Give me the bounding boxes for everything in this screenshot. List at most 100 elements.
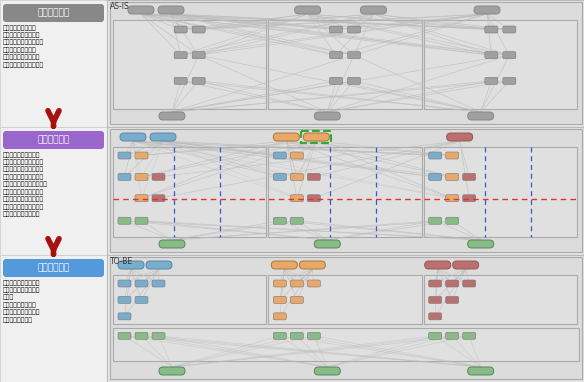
Text: AS-IS: AS-IS [110, 2, 130, 11]
FancyBboxPatch shape [272, 261, 297, 269]
FancyBboxPatch shape [273, 296, 286, 303]
Bar [113, 275, 266, 324]
FancyBboxPatch shape [300, 261, 325, 269]
FancyBboxPatch shape [503, 26, 516, 33]
FancyBboxPatch shape [118, 332, 131, 339]
FancyBboxPatch shape [347, 26, 360, 33]
FancyBboxPatch shape [429, 152, 442, 159]
FancyBboxPatch shape [468, 240, 493, 248]
Bar [110, 2, 582, 124]
FancyBboxPatch shape [273, 217, 286, 224]
Bar [110, 257, 582, 379]
FancyBboxPatch shape [463, 280, 475, 287]
FancyBboxPatch shape [152, 280, 165, 287]
Bar [423, 20, 577, 109]
Bar [107, 127, 584, 255]
FancyBboxPatch shape [329, 52, 342, 59]
Bar [423, 275, 577, 324]
FancyBboxPatch shape [468, 367, 493, 375]
FancyBboxPatch shape [192, 26, 205, 33]
FancyBboxPatch shape [453, 261, 479, 269]
FancyBboxPatch shape [152, 195, 165, 202]
Text: 目指すべき姿: 目指すべき姿 [37, 264, 69, 272]
FancyBboxPatch shape [290, 296, 303, 303]
FancyBboxPatch shape [468, 112, 493, 120]
Bar [113, 20, 266, 109]
FancyBboxPatch shape [135, 217, 148, 224]
FancyBboxPatch shape [146, 261, 172, 269]
FancyBboxPatch shape [446, 217, 458, 224]
FancyBboxPatch shape [135, 173, 148, 180]
FancyBboxPatch shape [174, 52, 187, 59]
FancyBboxPatch shape [329, 77, 342, 84]
FancyBboxPatch shape [429, 296, 442, 303]
Bar [301, 131, 331, 143]
Bar [268, 275, 422, 324]
FancyBboxPatch shape [150, 133, 176, 141]
FancyBboxPatch shape [273, 332, 286, 339]
FancyBboxPatch shape [135, 195, 148, 202]
FancyBboxPatch shape [446, 280, 458, 287]
FancyBboxPatch shape [446, 296, 458, 303]
Bar [107, 255, 584, 382]
FancyBboxPatch shape [446, 152, 458, 159]
FancyBboxPatch shape [290, 280, 303, 287]
FancyBboxPatch shape [446, 195, 458, 202]
FancyBboxPatch shape [446, 332, 458, 339]
FancyBboxPatch shape [273, 133, 300, 141]
FancyBboxPatch shape [118, 261, 144, 269]
FancyBboxPatch shape [360, 6, 387, 14]
FancyBboxPatch shape [290, 217, 303, 224]
Bar [113, 328, 579, 361]
FancyBboxPatch shape [290, 173, 303, 180]
FancyBboxPatch shape [503, 52, 516, 59]
Bar [0, 127, 107, 255]
FancyBboxPatch shape [290, 332, 303, 339]
FancyBboxPatch shape [174, 26, 187, 33]
FancyBboxPatch shape [118, 173, 131, 180]
FancyBboxPatch shape [135, 296, 148, 303]
FancyBboxPatch shape [192, 52, 205, 59]
Text: 問題点の整理: 問題点の整理 [37, 136, 69, 144]
FancyBboxPatch shape [152, 173, 165, 180]
FancyBboxPatch shape [429, 313, 442, 320]
FancyBboxPatch shape [273, 280, 286, 287]
Bar [0, 255, 107, 382]
Bar [423, 147, 577, 237]
FancyBboxPatch shape [135, 280, 148, 287]
FancyBboxPatch shape [314, 367, 340, 375]
FancyBboxPatch shape [447, 133, 472, 141]
FancyBboxPatch shape [446, 173, 458, 180]
FancyBboxPatch shape [307, 332, 321, 339]
FancyBboxPatch shape [295, 6, 321, 14]
Text: TO-BE: TO-BE [110, 257, 133, 266]
FancyBboxPatch shape [152, 332, 165, 339]
FancyBboxPatch shape [314, 112, 340, 120]
Text: グローバルデータを
介して、各モジュール
が複雑に結合している。
グローバルデータの
変更が、広範囲に影響
を及ぼすことが分かる。: グローバルデータを 介して、各モジュール が複雑に結合している。 グローバルデー… [3, 25, 44, 68]
FancyBboxPatch shape [158, 6, 184, 14]
FancyBboxPatch shape [429, 217, 442, 224]
FancyBboxPatch shape [485, 52, 498, 59]
FancyBboxPatch shape [3, 4, 104, 22]
Bar [268, 20, 422, 109]
FancyBboxPatch shape [463, 173, 475, 180]
FancyBboxPatch shape [273, 313, 286, 320]
FancyBboxPatch shape [135, 152, 148, 159]
FancyBboxPatch shape [347, 52, 360, 59]
Text: 把握した問題: 把握した問題 [37, 8, 69, 18]
FancyBboxPatch shape [120, 133, 146, 141]
FancyBboxPatch shape [425, 261, 451, 269]
FancyBboxPatch shape [192, 77, 205, 84]
FancyBboxPatch shape [307, 280, 321, 287]
FancyBboxPatch shape [347, 77, 360, 84]
FancyBboxPatch shape [485, 26, 498, 33]
FancyBboxPatch shape [3, 131, 104, 149]
FancyBboxPatch shape [290, 152, 303, 159]
FancyBboxPatch shape [463, 332, 475, 339]
FancyBboxPatch shape [429, 280, 442, 287]
FancyBboxPatch shape [329, 26, 342, 33]
FancyBboxPatch shape [314, 240, 340, 248]
Text: 整理した考え方に基づ
き、モジュール構成を
変更。
意味が混在している
グローバルデータは、
二つに分割する。: 整理した考え方に基づ き、モジュール構成を 変更。 意味が混在している グローバ… [3, 280, 40, 323]
FancyBboxPatch shape [273, 152, 286, 159]
FancyBboxPatch shape [128, 6, 154, 14]
